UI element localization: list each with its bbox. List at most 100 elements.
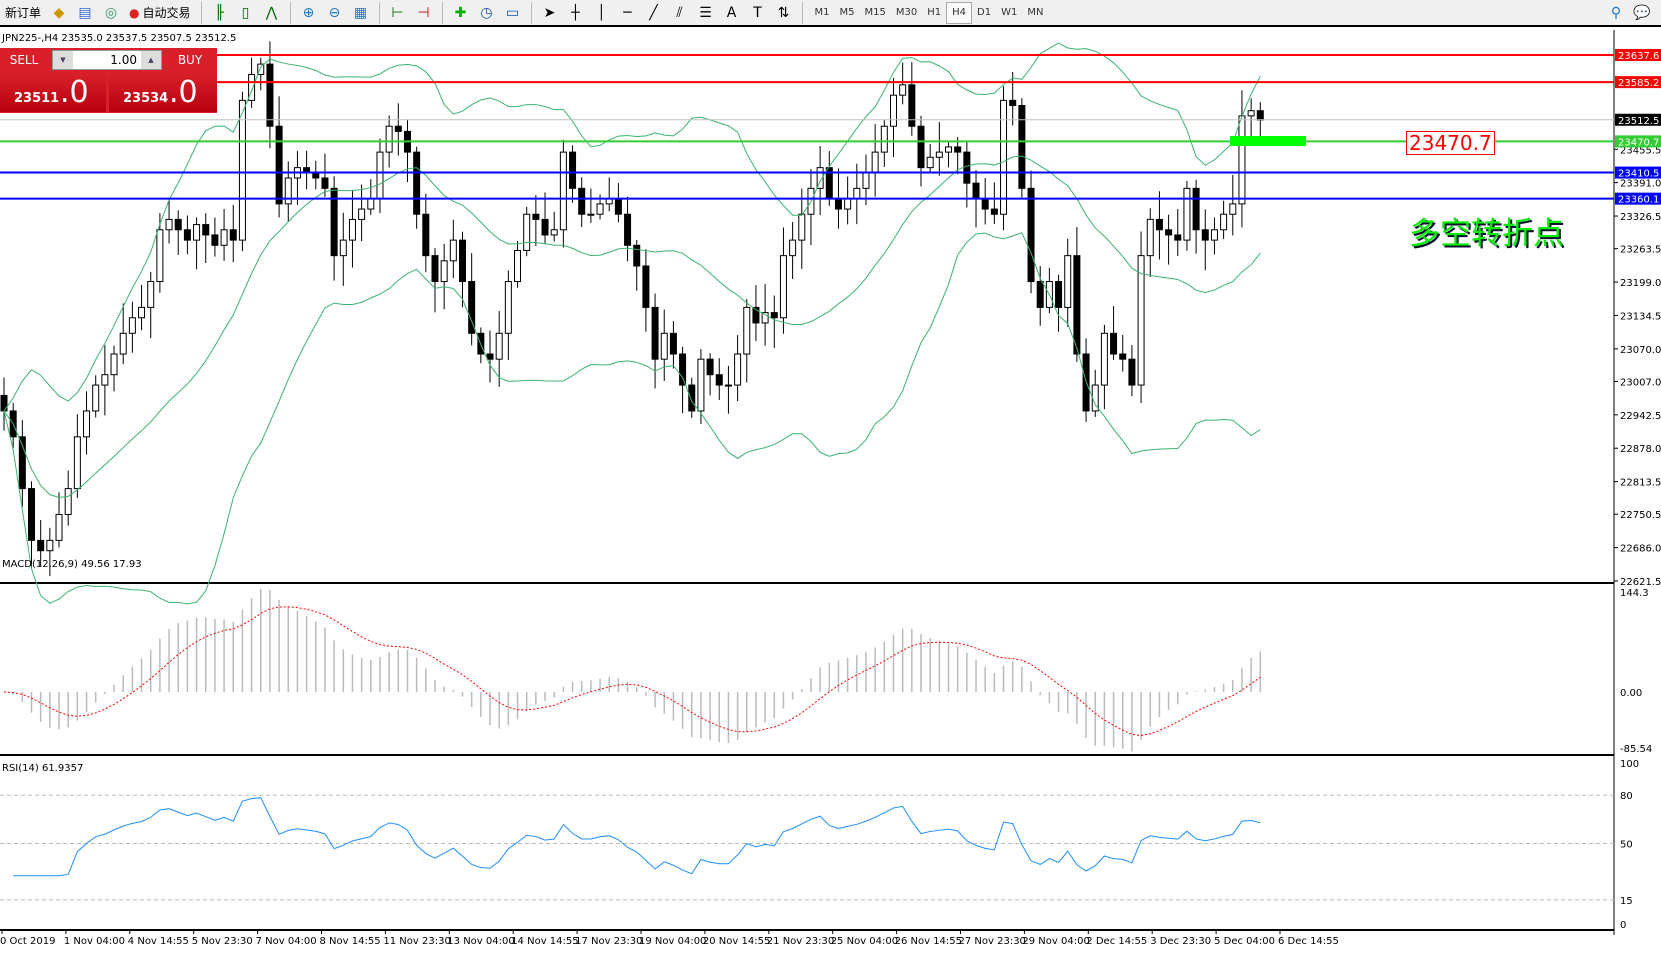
candle xyxy=(83,410,91,438)
cursor-icon[interactable]: ➤ xyxy=(543,4,556,21)
candle xyxy=(440,260,448,283)
candle xyxy=(1220,213,1228,231)
new-order-label: 新订单 xyxy=(5,6,42,20)
sell-button[interactable]: SELL xyxy=(9,53,39,67)
rsi-line xyxy=(13,797,1261,877)
volume-up-button[interactable]: ▲ xyxy=(141,51,161,69)
candle xyxy=(193,224,201,241)
candle xyxy=(422,213,430,257)
volume-down-button[interactable]: ▼ xyxy=(53,51,73,69)
candle xyxy=(1055,281,1063,308)
timeframe-h1[interactable]: H1 xyxy=(927,7,942,18)
candle xyxy=(248,73,256,101)
candle xyxy=(853,187,861,200)
text-label-icon[interactable]: T xyxy=(753,4,762,21)
auto-trading-button[interactable]: ● 自动交易 xyxy=(126,2,194,24)
timeframe-w1[interactable]: W1 xyxy=(1001,7,1018,18)
time-label: 13 Nov 04:00 xyxy=(447,936,514,947)
market-watch-icon[interactable]: ▤ xyxy=(78,4,92,21)
candle xyxy=(165,218,173,231)
price-tag xyxy=(1615,113,1661,126)
text-annotation[interactable]: 多空转折点 xyxy=(1409,216,1564,252)
vertical-line-icon[interactable]: │ xyxy=(597,4,606,21)
candle xyxy=(963,151,971,184)
candle xyxy=(174,218,182,231)
search-icon[interactable]: ⚲ xyxy=(1610,4,1622,21)
candle xyxy=(1110,332,1118,355)
timeframe-m15[interactable]: M15 xyxy=(864,7,886,18)
candle xyxy=(990,208,998,215)
candle xyxy=(367,198,375,210)
crosshair-icon[interactable]: ┼ xyxy=(571,4,580,21)
candle xyxy=(1128,358,1136,386)
periods-icon[interactable]: ◷ xyxy=(480,4,493,21)
indicators-icon[interactable]: ✚ xyxy=(454,4,467,21)
chart-area[interactable]: JPN225-,H4 23535.0 23537.5 23507.5 23512… xyxy=(0,30,1661,950)
price-tag-label: 23512.5 xyxy=(1618,116,1659,127)
chart-shift-icon[interactable]: ⊢ xyxy=(391,4,404,21)
time-label: 27 Nov 23:30 xyxy=(959,936,1026,947)
templates-icon[interactable]: ▭ xyxy=(505,4,520,21)
candle xyxy=(1064,255,1072,308)
text-icon[interactable]: A xyxy=(726,4,737,21)
candlestick-icon[interactable]: ▯ xyxy=(241,4,250,21)
gold-bars-icon[interactable]: ◆ xyxy=(53,4,65,21)
timeframe-d1[interactable]: D1 xyxy=(977,7,992,18)
timeframe-m1[interactable]: M1 xyxy=(814,7,830,18)
buy-button[interactable]: BUY xyxy=(177,53,203,67)
timeframe-m30[interactable]: M30 xyxy=(895,7,918,18)
chat-icon[interactable]: 💬 xyxy=(1633,4,1651,21)
price-tick-label: 23134.5 xyxy=(1620,311,1661,322)
zoom-out-icon[interactable]: ⊖ xyxy=(328,4,341,21)
candle xyxy=(624,213,632,246)
candle xyxy=(73,436,81,490)
candle xyxy=(1009,99,1017,107)
new-order-button[interactable]: 新订单 xyxy=(2,2,44,24)
line-chart-icon[interactable]: ⋀ xyxy=(265,4,278,21)
bid-fraction: .0 xyxy=(60,75,89,110)
candle xyxy=(330,187,338,257)
timeframe-h4[interactable]: H4 xyxy=(946,1,973,24)
sell-price-button[interactable]: 23511.0 xyxy=(0,74,106,112)
volume-input[interactable]: ▼ 1.00 ▲ xyxy=(52,50,162,70)
horizontal-line-icon[interactable]: ─ xyxy=(623,4,632,21)
candle xyxy=(394,125,402,132)
candle xyxy=(550,229,558,236)
volume-value: 1.00 xyxy=(110,53,137,67)
macd-signal-line xyxy=(3,606,1261,736)
candle xyxy=(1210,229,1218,241)
tile-windows-icon[interactable]: ▦ xyxy=(353,4,368,21)
candle xyxy=(779,255,787,319)
candle xyxy=(1201,229,1209,241)
candle xyxy=(284,177,292,205)
candle xyxy=(1100,332,1108,386)
candle xyxy=(734,353,742,386)
zoom-in-icon[interactable]: ⊕ xyxy=(302,4,315,21)
fibonacci-icon[interactable]: ⫽ xyxy=(676,4,683,21)
candle xyxy=(37,539,45,552)
candle xyxy=(844,198,852,210)
candle xyxy=(238,99,246,241)
signals-icon[interactable]: ◎ xyxy=(104,4,118,21)
autoscroll-icon[interactable]: ⊣ xyxy=(417,4,430,21)
timeframe-m5[interactable]: M5 xyxy=(839,7,855,18)
price-label-annotation[interactable]: 23470.7 xyxy=(1406,131,1495,155)
candle xyxy=(348,218,356,241)
candle xyxy=(1165,229,1173,236)
candle xyxy=(899,84,907,96)
time-label: 5 Dec 04:00 xyxy=(1214,936,1275,947)
bar-chart-icon[interactable]: ╟ xyxy=(215,4,224,21)
timeframe-mn[interactable]: MN xyxy=(1027,7,1044,18)
candle xyxy=(1229,203,1237,215)
candle xyxy=(119,332,127,355)
buy-price-button[interactable]: 23534.0 xyxy=(109,74,217,112)
candle xyxy=(64,488,72,515)
time-label: 7 Nov 04:00 xyxy=(256,936,317,947)
price-tag xyxy=(1615,76,1661,89)
trendline-icon[interactable]: ╱ xyxy=(649,4,658,21)
fibo-fan-icon[interactable]: ☰ xyxy=(699,4,712,21)
time-label: 0 Oct 2019 xyxy=(0,936,55,947)
arrows-icon[interactable]: ⇅ xyxy=(777,4,790,21)
candle xyxy=(46,539,54,552)
separator xyxy=(441,1,443,24)
